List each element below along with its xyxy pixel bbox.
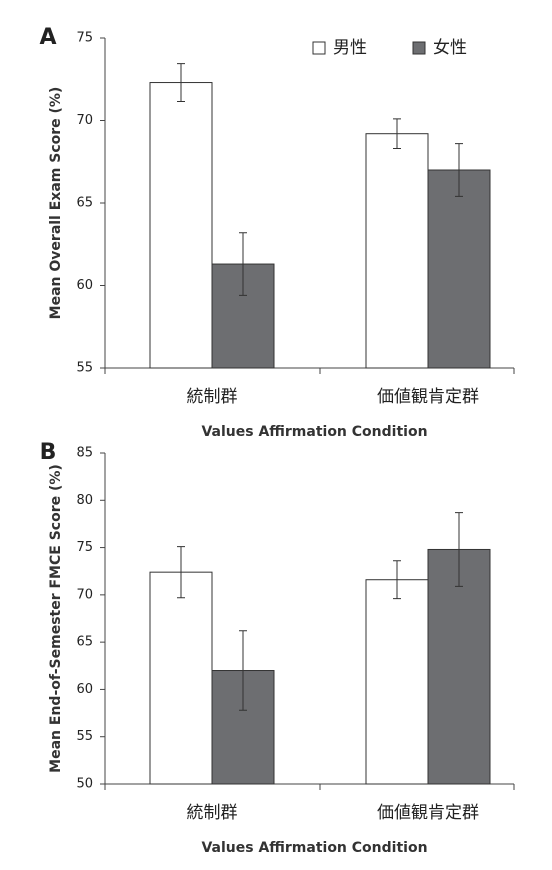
panel-letter: B [40, 440, 57, 465]
y-axis-label: Mean Overall Exam Score (%) [48, 87, 64, 320]
y-tick-label: 55 [76, 729, 93, 744]
x-tick-label: 価値観肯定群 [377, 803, 479, 823]
y-tick-label: 60 [76, 278, 93, 293]
y-tick-label: 75 [76, 540, 93, 555]
y-axis-label: Mean End-of-Semester FMCE Score (%) [48, 464, 64, 773]
panel-letter: A [39, 25, 56, 50]
error-bar [177, 546, 185, 599]
x-axis-label: Values Affirmation Condition [201, 424, 427, 440]
bar [149, 82, 213, 369]
x-tick-label: 統制群 [187, 803, 238, 823]
y-tick-label: 60 [76, 682, 93, 697]
error-bar [393, 118, 401, 150]
error-bar [393, 560, 401, 600]
x-tick-label: 統制群 [187, 387, 238, 407]
error-bar [455, 143, 463, 197]
legend-label: 女性 [433, 38, 467, 58]
error-bar [455, 512, 463, 587]
bar [427, 169, 491, 369]
y-tick-label: 70 [76, 113, 93, 128]
error-bar [239, 232, 247, 296]
legend-label: 男性 [333, 38, 367, 58]
legend-swatch [412, 41, 426, 55]
bar [149, 571, 213, 785]
legend-swatch [312, 41, 326, 55]
y-tick-label: 55 [76, 361, 93, 376]
bar [427, 548, 491, 785]
bar [365, 579, 429, 785]
error-bar [239, 630, 247, 711]
x-axis-label: Values Affirmation Condition [201, 840, 427, 856]
y-tick-label: 85 [76, 446, 93, 461]
bar [211, 263, 275, 369]
y-tick-label: 65 [76, 635, 93, 650]
y-tick-label: 75 [76, 31, 93, 46]
bar [365, 133, 429, 369]
y-tick-label: 65 [76, 196, 93, 211]
x-tick-label: 価値観肯定群 [377, 387, 479, 407]
y-tick-label: 50 [76, 777, 93, 792]
y-tick-label: 80 [76, 493, 93, 508]
y-tick-label: 70 [76, 587, 93, 602]
error-bar [177, 63, 185, 103]
